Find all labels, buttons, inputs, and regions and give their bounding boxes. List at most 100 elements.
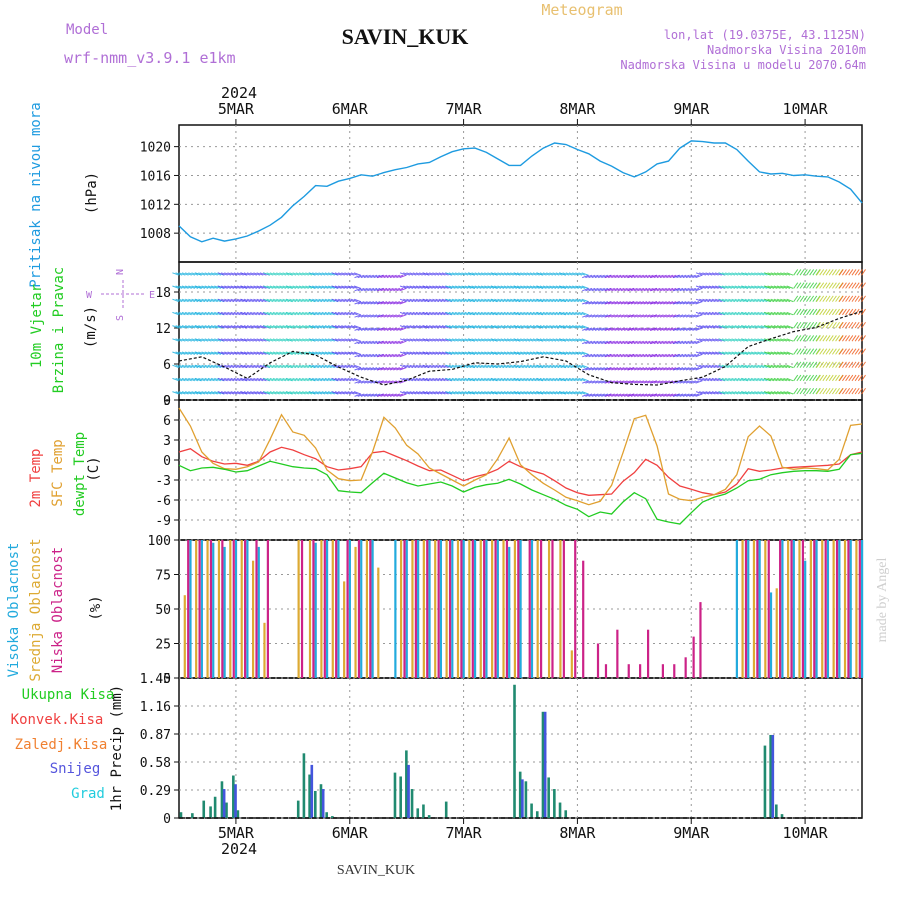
wind-barb	[263, 298, 271, 303]
wind-barb	[373, 340, 381, 345]
wind-barb	[750, 325, 758, 329]
wind-barb	[806, 348, 811, 355]
wind-barb	[243, 391, 251, 395]
wind-barb	[490, 364, 498, 369]
y-tick-label: 100	[148, 534, 171, 549]
wind-barb	[490, 298, 498, 303]
wind-barb	[250, 351, 258, 355]
mid-cloud-bar	[263, 622, 266, 678]
wind-barb	[825, 348, 831, 355]
wind-barb	[451, 351, 459, 355]
mid-cloud-bar	[502, 540, 505, 678]
wind-barb	[295, 377, 303, 382]
wind-barb	[695, 340, 703, 345]
wind-barb	[786, 298, 794, 303]
wind-barb	[523, 351, 531, 355]
wind-barb	[220, 311, 228, 316]
wind-barb	[308, 298, 316, 303]
wind-barb	[764, 298, 772, 303]
wind-barb	[643, 367, 651, 371]
wind-barb	[565, 351, 573, 355]
wind-barb	[705, 325, 713, 329]
wind-barb	[676, 301, 684, 305]
wind-barb	[705, 364, 713, 369]
wind-barb	[286, 325, 294, 329]
wind-barb	[572, 298, 579, 303]
wind-barb	[835, 361, 841, 368]
wind-barb	[334, 351, 342, 355]
wind-barb	[230, 351, 238, 355]
wind-barb	[399, 351, 407, 355]
wind-barb	[380, 287, 388, 292]
wind-barb	[224, 377, 232, 382]
wind-barb	[848, 361, 854, 368]
precip-total-bar	[225, 802, 228, 818]
wind-barb	[767, 298, 775, 303]
wind-barb	[386, 327, 394, 331]
wind-barb	[572, 391, 579, 395]
wind-barb	[494, 391, 502, 395]
wind-barb	[389, 380, 397, 384]
wind-barb	[650, 353, 658, 358]
wind-barb	[477, 364, 485, 369]
wind-barb	[409, 285, 417, 289]
wind-barb	[711, 391, 719, 395]
low-cloud-bar	[528, 540, 531, 678]
wind-barb	[780, 377, 788, 382]
wind-barb	[487, 377, 495, 382]
wind-barb	[750, 311, 758, 316]
precip-total-bar	[769, 734, 772, 818]
wind-barb	[627, 353, 635, 358]
wind-barb	[559, 364, 567, 369]
wind-barb	[793, 295, 799, 302]
wind-barb	[350, 285, 358, 289]
wind-barb	[198, 298, 206, 303]
wind-barb	[718, 338, 726, 342]
mid-cloud-title: Srednja Oblacnost	[28, 538, 44, 681]
wind-barb	[370, 367, 378, 371]
wind-barb	[812, 269, 818, 276]
wind-barb	[653, 367, 661, 371]
wind-barb	[435, 325, 443, 329]
wind-barb	[181, 364, 189, 369]
wind-barb	[754, 338, 762, 342]
wind-barb	[812, 374, 818, 382]
wind-barb	[399, 367, 407, 371]
precip-total-bar	[564, 810, 568, 818]
wind-barb	[559, 272, 567, 276]
wind-barb	[741, 377, 749, 382]
wind-barb	[419, 298, 426, 303]
wind-barb	[373, 274, 381, 279]
wind-barb	[705, 351, 713, 355]
wind-barb	[461, 364, 469, 369]
wind-barb	[725, 272, 732, 276]
wind-barb	[399, 391, 407, 395]
wind-barb	[585, 287, 593, 292]
mid-cloud-bar	[377, 567, 380, 678]
precip-total-bar	[325, 812, 328, 818]
wind-barb	[578, 311, 586, 316]
wind-barb	[282, 272, 290, 276]
wind-barb	[474, 338, 482, 342]
wind-barb	[217, 311, 225, 316]
wind-barb	[582, 327, 589, 331]
wind-barb	[656, 327, 664, 331]
wind-barb	[786, 391, 794, 395]
wind-barb	[487, 311, 495, 316]
wind-barb	[799, 308, 805, 316]
wind-barb	[702, 285, 710, 289]
wind-barb	[731, 325, 739, 329]
wind-barb	[282, 285, 290, 289]
wind-barb	[253, 311, 261, 316]
wind-barb	[494, 298, 502, 303]
wind-barb	[315, 298, 323, 303]
wind-barb	[318, 311, 326, 316]
wind-barb	[802, 308, 808, 316]
wind-barb	[210, 391, 218, 395]
wind-barb	[653, 353, 661, 358]
wind-barb	[341, 338, 349, 342]
mid-cloud-bar	[217, 540, 221, 678]
wind-barb	[188, 377, 196, 382]
wind-barb	[549, 311, 557, 316]
high-cloud-bar	[234, 540, 238, 678]
